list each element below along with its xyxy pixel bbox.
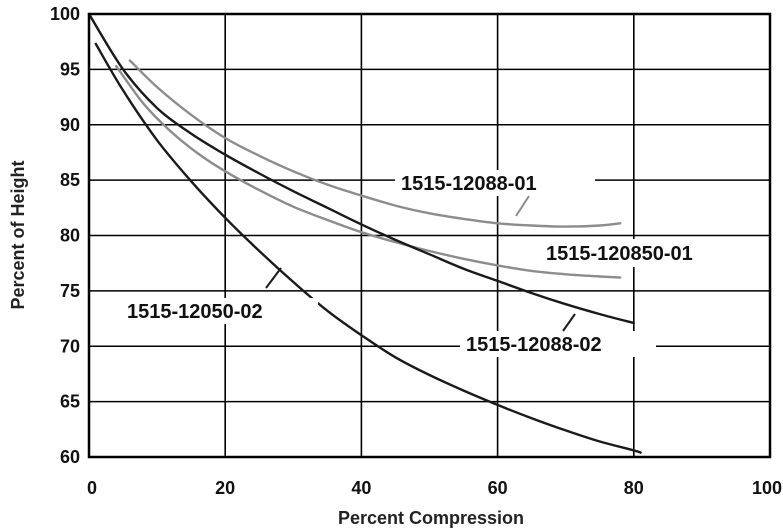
label-mask [460, 331, 656, 357]
series-line-1515-12088-01 [128, 59, 622, 228]
series-line-1515-12088-02 [87, 12, 635, 325]
series-label-group-1515-12088-01: 1515-12088-01 [395, 170, 595, 217]
series-label-group-1515-12088-02: 1515-12088-02 [460, 313, 656, 357]
label-mask [122, 298, 318, 324]
y-tick-label: 60 [60, 447, 80, 467]
y-tick-label: 80 [60, 226, 80, 246]
series-label-1515-12088-02: 1515-12088-02 [466, 334, 602, 356]
leader-line [265, 267, 282, 289]
x-tick-label: 40 [351, 478, 371, 498]
leader-line [515, 195, 530, 217]
plot-frame [87, 12, 772, 459]
x-tick-label: 80 [624, 478, 644, 498]
y-tick-label: 95 [60, 59, 80, 79]
y-tick-label: 100 [50, 4, 80, 24]
x-tick-label: 20 [215, 478, 235, 498]
x-axis-title: Percent Compression [338, 508, 524, 528]
y-tick-label: 90 [60, 115, 80, 135]
series-line-1515-120850-01 [115, 64, 622, 279]
y-tick-label: 70 [60, 336, 80, 356]
tick-labels: 0 20 40 60 80 100 60 65 70 75 80 85 90 95 100 [50, 4, 782, 498]
series-layer [87, 12, 642, 454]
label-mask [540, 239, 752, 267]
x-tick-label: 0 [87, 478, 97, 498]
grid [88, 13, 771, 458]
series-label-1515-12088-01: 1515-12088-01 [401, 173, 537, 195]
series-label-group-1515-12050-02: 1515-12050-02 [122, 267, 318, 324]
label-mask [395, 170, 595, 196]
x-tick-label: 100 [752, 478, 782, 498]
series-line-1515-12050-02 [94, 42, 642, 454]
y-tick-label: 85 [60, 170, 80, 190]
leader-line [562, 313, 576, 332]
series-label-1515-120850-01: 1515-120850-01 [546, 243, 693, 265]
series-label-1515-12050-02: 1515-12050-02 [127, 301, 263, 323]
series-label-group-1515-120850-01: 1515-120850-01 [540, 239, 752, 267]
y-tick-label: 75 [60, 281, 80, 301]
x-tick-label: 60 [488, 478, 508, 498]
y-tick-label: 65 [60, 392, 80, 412]
y-axis-title: Percent of Height [8, 160, 28, 309]
